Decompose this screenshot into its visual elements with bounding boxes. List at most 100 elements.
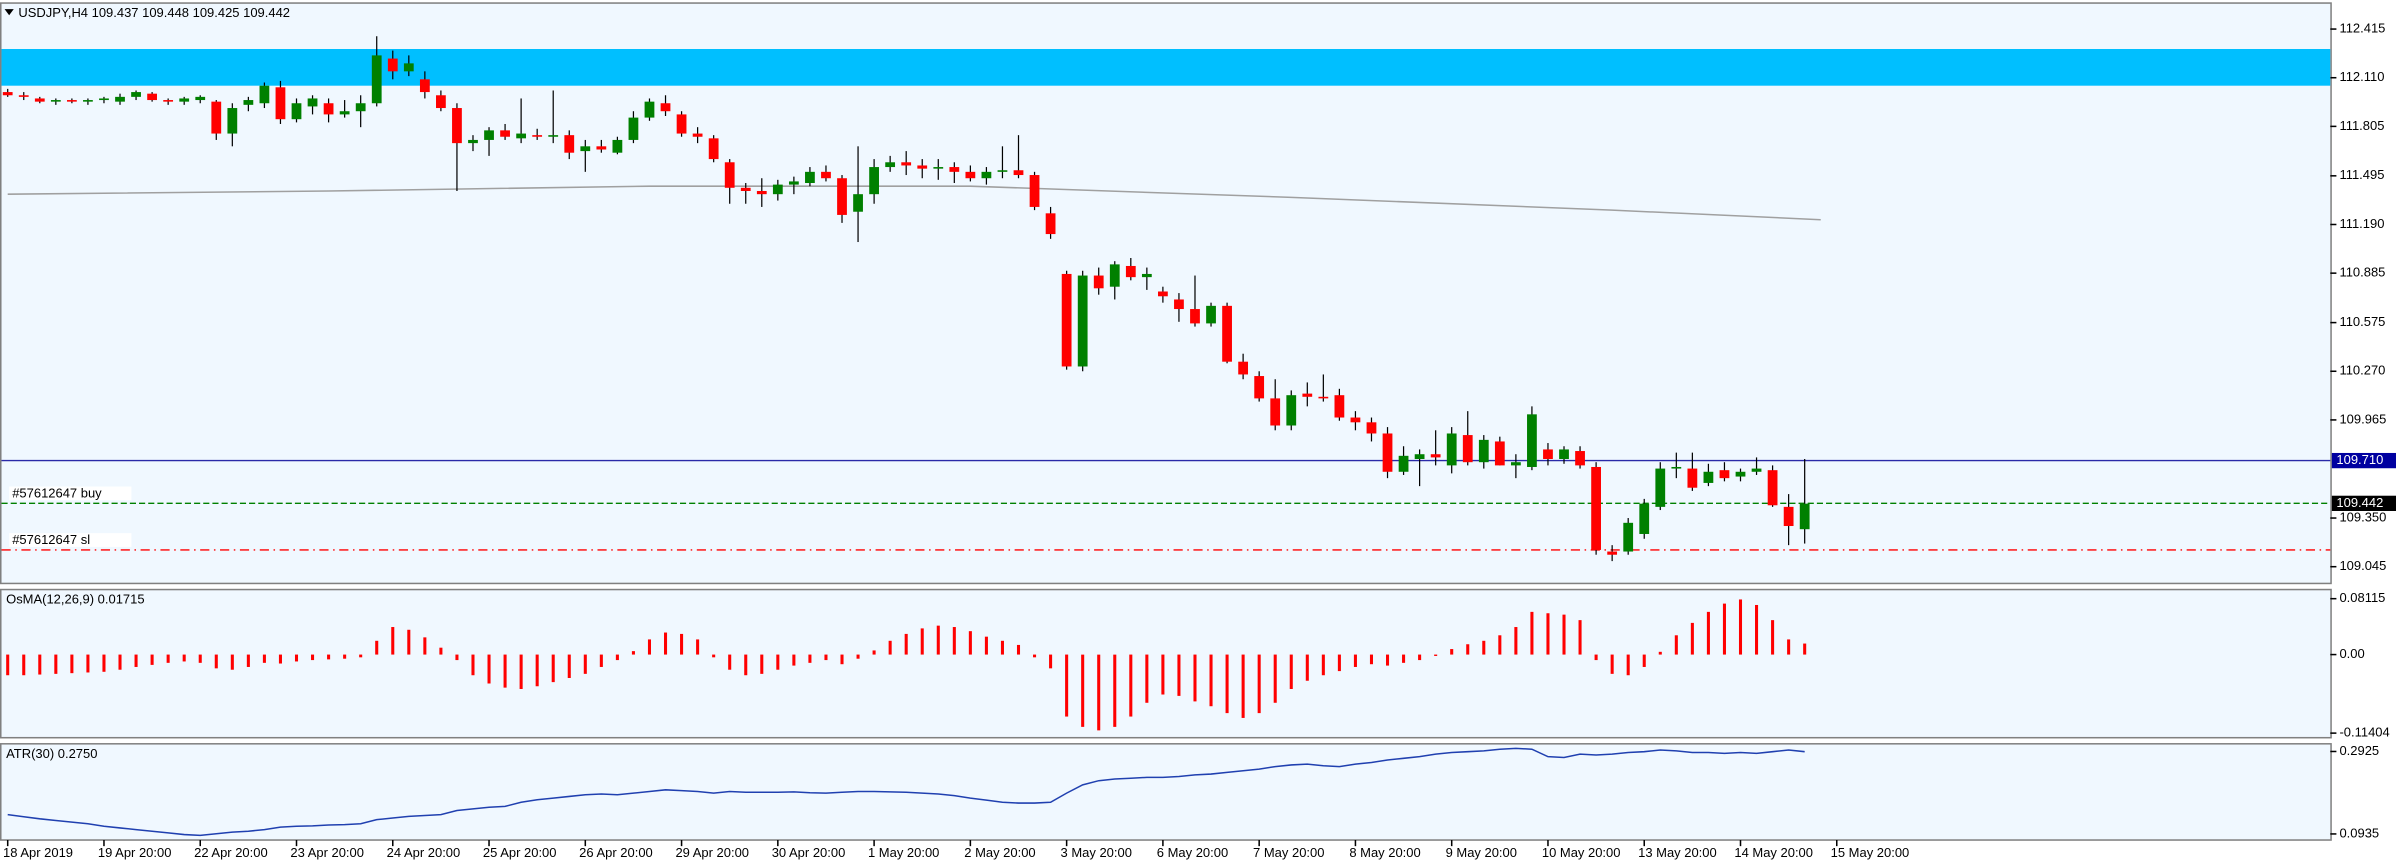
candle-body [18, 95, 29, 97]
candle-body [323, 103, 334, 115]
x-tick-label: 18 Apr 2019 [3, 845, 73, 860]
level-name-bg [9, 486, 132, 501]
candle-body [468, 139, 478, 144]
candle-body [949, 167, 960, 172]
candle-body [612, 139, 623, 153]
candle-body [99, 98, 109, 101]
candle-body [1783, 506, 1794, 527]
candle-body [1125, 265, 1136, 278]
candle-body [1478, 439, 1489, 463]
candle-body [307, 98, 318, 107]
candle-body [211, 101, 222, 134]
candle-body [1687, 468, 1698, 488]
y-tick-label: 111.805 [2339, 118, 2384, 133]
x-tick-label: 25 Apr 20:00 [483, 845, 557, 860]
candle-body [837, 178, 847, 215]
level-name: #57612647 sl [12, 532, 90, 547]
level-name: #57612647 buy [12, 486, 102, 501]
panel-title: OsMA(12,26,9) 0.01715 [6, 592, 144, 607]
candle-body [1607, 551, 1618, 555]
candle-body [1286, 395, 1297, 426]
x-tick-label: 7 May 20:00 [1253, 845, 1324, 860]
candle-body [917, 165, 928, 169]
x-tick-label: 30 Apr 20:00 [772, 845, 846, 860]
panel [0, 588, 2332, 739]
candle-body [275, 87, 286, 120]
x-tick-label: 2 May 20:00 [964, 845, 1035, 860]
x-tick-label: 26 Apr 20:00 [579, 845, 653, 860]
candle-body [1462, 435, 1473, 463]
candle-body [452, 108, 462, 144]
candle-body [227, 108, 238, 134]
candle-body [1671, 466, 1682, 469]
candle-body [1190, 309, 1200, 324]
candle-body [291, 103, 302, 120]
candle-body [1751, 468, 1762, 472]
candle-body [1510, 462, 1521, 466]
x-tick-label: 23 Apr 20:00 [290, 845, 364, 860]
candle-body [1543, 449, 1553, 460]
candle-body [115, 96, 125, 102]
candle-body [628, 117, 639, 140]
candle-body [772, 184, 783, 195]
y-tick-label: 110.885 [2339, 265, 2385, 280]
panel-title: ATR(30) 0.2750 [6, 746, 97, 761]
candle-body [1093, 275, 1104, 289]
candle-body [965, 171, 976, 179]
candle-body [1045, 213, 1056, 235]
candle-body [756, 190, 767, 195]
y-tick-label: 0.0935 [2339, 825, 2379, 840]
candle-body [1158, 291, 1168, 297]
candle-body [853, 194, 863, 212]
candle-body [1767, 470, 1778, 506]
candle-body [1109, 264, 1120, 287]
candle-body [1703, 471, 1714, 483]
candle-body [1414, 454, 1425, 460]
price-marker [2331, 452, 2396, 469]
candle-body [371, 55, 382, 104]
candle-body [1494, 441, 1505, 466]
candle-body [548, 135, 559, 137]
candle-body [869, 167, 879, 195]
y-tick-label: 109.350 [2339, 509, 2386, 524]
y-tick-label: 109.965 [2339, 411, 2386, 426]
candle-body [1446, 433, 1457, 466]
candle-body [147, 93, 157, 101]
candle-body [1254, 376, 1265, 399]
x-tick-label: 14 May 20:00 [1734, 845, 1813, 860]
candle-body [580, 146, 591, 152]
candle-body [1591, 466, 1601, 550]
candle-body [339, 111, 350, 115]
candle-body [516, 133, 527, 139]
candle-body [1350, 417, 1361, 423]
x-tick-label: 24 Apr 20:00 [387, 845, 461, 860]
candle-body [1430, 454, 1441, 458]
y-tick-label: 0.2925 [2339, 743, 2379, 758]
candle-body [1559, 449, 1569, 460]
y-tick-label: 111.190 [2339, 216, 2384, 231]
y-tick-label: 112.110 [2339, 69, 2384, 84]
price-marker-label: 109.442 [2336, 495, 2383, 510]
y-tick-label: 110.575 [2339, 314, 2385, 329]
candle-body [660, 103, 671, 112]
candle-body [644, 101, 655, 118]
candle-body [532, 135, 543, 137]
candle-body [1398, 455, 1409, 472]
candle-body [676, 114, 687, 134]
panel [0, 743, 2332, 841]
indicator-line [7, 747, 1805, 837]
y-tick-label: 0.00 [2339, 646, 2364, 661]
candle-body [403, 63, 414, 72]
candle-body [1174, 299, 1184, 310]
candle-body [1270, 398, 1281, 426]
candle-body [83, 100, 93, 102]
candle-body [1575, 451, 1585, 466]
candle-body [1029, 175, 1040, 207]
candle-body [484, 130, 494, 140]
candle-body [1013, 170, 1024, 176]
y-tick-label: -0.11404 [2339, 725, 2389, 740]
zone [1, 49, 2331, 86]
panel-title: USDJPY,H4 109.437 109.448 109.425 109.44… [18, 5, 290, 20]
price-marker-label: 109.710 [2336, 452, 2383, 467]
